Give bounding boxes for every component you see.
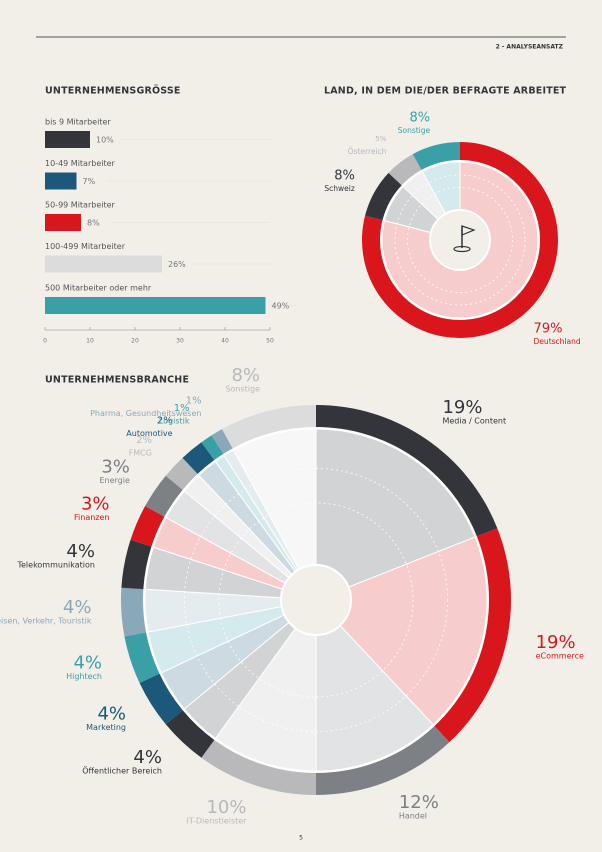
bar	[45, 172, 77, 190]
value-label: 4%	[63, 597, 92, 618]
bar	[45, 131, 90, 148]
dashed-ring	[394, 174, 526, 306]
ring-sector	[412, 142, 460, 170]
category-label: FMCG	[129, 448, 152, 457]
ring-sector	[145, 475, 183, 517]
ring-sector	[388, 154, 422, 186]
category-label: bis 9 Mitarbeiter	[45, 118, 111, 127]
value-label: 12%	[399, 792, 439, 813]
value-label: 4%	[133, 747, 162, 768]
category-label: Logistik	[159, 416, 190, 425]
category-label: Öffentlicher Bereich	[82, 766, 162, 776]
value-label: 5%	[375, 134, 387, 143]
category-label: 500 Mitarbeiter oder mehr	[45, 284, 152, 293]
ring-sector	[201, 435, 224, 461]
page-number: 5	[299, 835, 303, 842]
donut-hole	[280, 564, 352, 636]
category-label: IT-Dienstleister	[187, 816, 248, 825]
bar	[45, 255, 162, 273]
category-label: Schweiz	[324, 184, 354, 193]
bar	[45, 214, 81, 231]
category-label: Hightech	[66, 672, 102, 681]
ring-sector	[182, 442, 215, 474]
value-label: 3%	[81, 494, 110, 515]
x-tick-label: 50	[266, 338, 274, 345]
ring-sector	[121, 587, 147, 637]
value-label: 8%	[410, 110, 431, 125]
category-label: Deutschland	[534, 337, 581, 346]
category-label: 100-499 Mitarbeiter	[45, 242, 126, 251]
category-label: Energie	[99, 476, 129, 485]
category-label: Sonstige	[225, 385, 260, 394]
value-label: 1%	[174, 403, 190, 414]
category-label: Sonstige	[398, 126, 431, 135]
x-tick-label: 10	[86, 338, 94, 345]
category-label: 10-49 Mitarbeiter	[45, 159, 116, 168]
value-label: 79%	[534, 321, 563, 336]
value-label: 10%	[96, 136, 114, 145]
section-label: 2 - ANALYSEANSATZ	[496, 44, 564, 51]
bar	[45, 297, 266, 314]
value-label: 2%	[136, 435, 152, 446]
x-tick-label: 0	[43, 338, 47, 345]
value-label: 3%	[101, 457, 130, 478]
category-label: Finanzen	[74, 513, 109, 522]
ring-sector	[365, 172, 402, 221]
value-label: 4%	[73, 653, 102, 674]
category-label: Marketing	[86, 723, 126, 732]
category-label: Media / Content	[442, 416, 506, 425]
value-label: 4%	[97, 704, 126, 725]
x-tick-label: 20	[131, 338, 139, 345]
category-label: eCommerce	[536, 652, 584, 661]
value-label: 8%	[87, 219, 100, 228]
category-label: Reisen, Verkehr, Touristik	[0, 617, 92, 626]
value-label: 4%	[66, 541, 95, 562]
ring-sector	[124, 632, 160, 684]
dashed-ring	[407, 187, 513, 293]
ring-sector	[201, 739, 316, 795]
donut-hole	[429, 209, 491, 271]
dashed-ring	[183, 467, 449, 733]
ring-sector	[165, 457, 198, 490]
category-label: 50-99 Mitarbeiter	[45, 201, 116, 210]
chart-title: LAND, IN DEM DIE/DER BEFRAGTE ARBEITET	[324, 86, 567, 97]
ring-sector	[121, 539, 152, 590]
value-label: 19%	[442, 397, 482, 418]
value-label: 19%	[536, 632, 576, 653]
x-tick-label: 40	[221, 338, 229, 345]
x-tick-label: 30	[176, 338, 184, 345]
ring-sector	[316, 405, 498, 537]
value-label: 8%	[231, 365, 260, 386]
dashed-ring	[218, 502, 414, 698]
category-label: Österreich	[348, 147, 387, 156]
flag-base	[453, 245, 471, 253]
ring-sector	[434, 528, 512, 743]
chart-title: UNTERNEHMENSGRÖSSE	[45, 86, 181, 97]
category-label: Automotive	[126, 429, 172, 438]
chart-title: UNTERNEHMENSBRANCHE	[45, 375, 189, 386]
ring-sector	[316, 726, 450, 795]
value-label: 7%	[83, 177, 96, 186]
category-label: Handel	[399, 812, 427, 821]
category-label: Telekommunikation	[16, 560, 95, 569]
ring-sector	[165, 710, 215, 758]
value-label: 8%	[334, 169, 355, 184]
value-label: 49%	[272, 302, 290, 311]
ring-sector	[211, 429, 233, 454]
flag	[461, 225, 476, 236]
ring-sector	[222, 405, 316, 449]
value-label: 26%	[168, 260, 186, 269]
value-label: 10%	[206, 797, 246, 818]
ring-sector	[139, 673, 183, 725]
category-label: Pharma, Gesundheitswesen	[90, 409, 201, 418]
value-label: 2%	[157, 416, 173, 427]
ring-sector	[130, 506, 165, 547]
value-label: 1%	[186, 395, 202, 406]
